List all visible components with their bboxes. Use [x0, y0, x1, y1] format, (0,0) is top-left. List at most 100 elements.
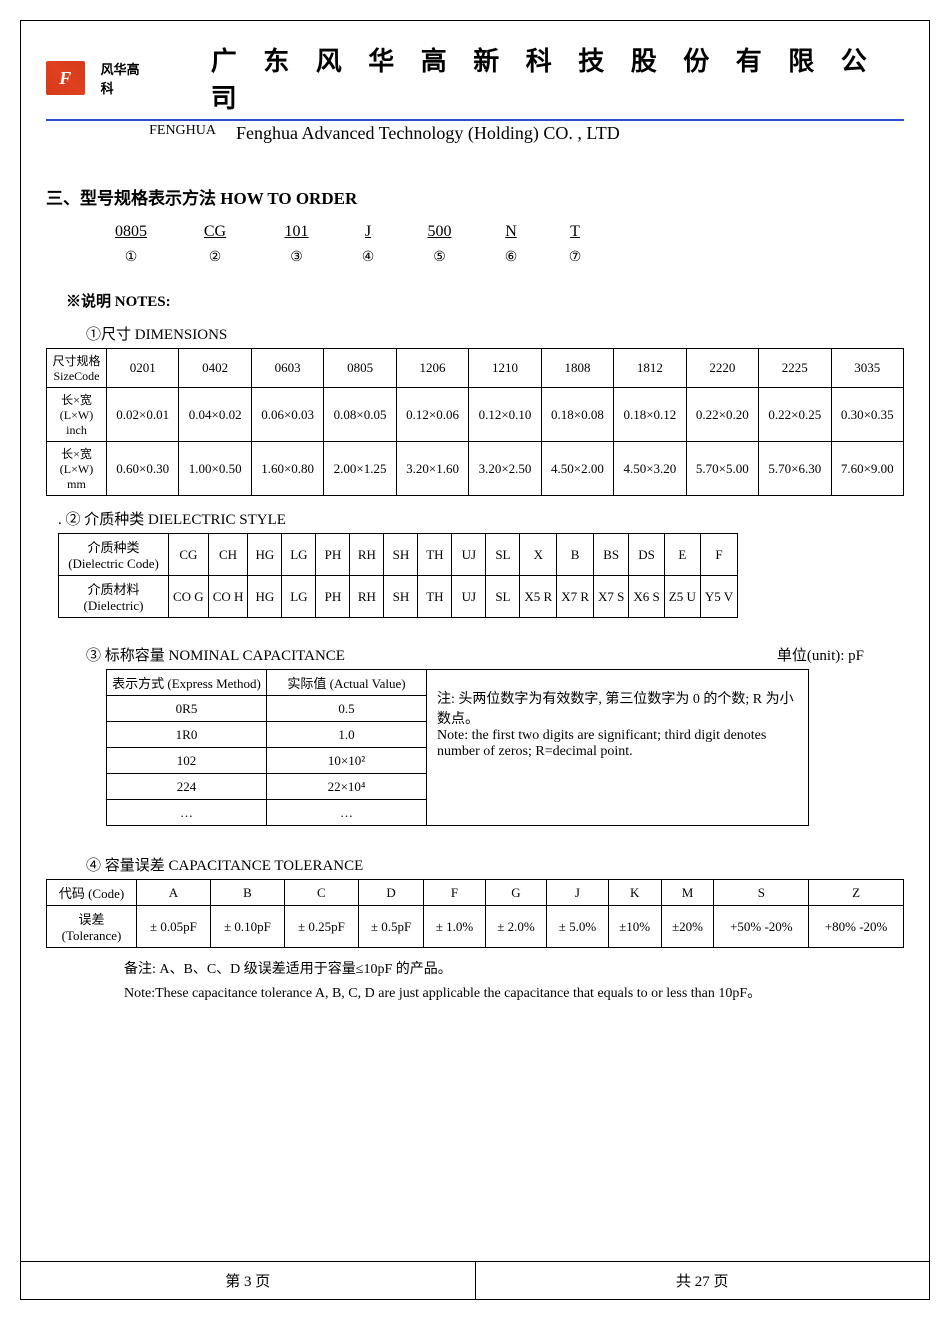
table-cell: Y5 V: [700, 576, 737, 618]
table-cell: 224: [107, 774, 267, 800]
table-cell: 0.22×0.25: [759, 388, 831, 442]
table-cell: ± 5.0%: [547, 906, 609, 948]
table-cell: +50% -20%: [714, 906, 809, 948]
cap-note: 注: 头两位数字为有效数字, 第三位数字为 0 的个数; R 为小数点。 Not…: [427, 669, 809, 826]
table-cell: UJ: [452, 534, 486, 576]
table-cell: PH: [316, 534, 350, 576]
table-cell: 2225: [759, 349, 831, 388]
order-code-seg: 0805: [101, 223, 161, 241]
table-cell: 4.50×3.20: [614, 442, 686, 496]
table-cell: 0.22×0.20: [686, 388, 758, 442]
table-cell: 0.18×0.12: [614, 388, 686, 442]
table-cell: SL: [486, 576, 520, 618]
table-cell: 0201: [107, 349, 179, 388]
table-cell: SH: [384, 534, 418, 576]
table-cell: 2220: [686, 349, 758, 388]
table-cell: 1.0: [267, 722, 427, 748]
cap-label: ③ 标称容量 NOMINAL CAPACITANCE: [86, 644, 345, 665]
pager-right: 共 27 页: [476, 1262, 930, 1299]
table-cell: 3.20×2.50: [469, 442, 541, 496]
table-cell: ± 0.25pF: [284, 906, 358, 948]
table-cell: X7 S: [594, 576, 629, 618]
table-cell: ±10%: [608, 906, 661, 948]
table-cell: CO G: [169, 576, 209, 618]
table-cell: X6 S: [629, 576, 664, 618]
table-cell: …: [267, 800, 427, 826]
table-cell: 4.50×2.00: [541, 442, 613, 496]
table-cell: 0.60×0.30: [107, 442, 179, 496]
logo: F: [46, 61, 85, 95]
table-cell: 0.02×0.01: [107, 388, 179, 442]
pager-left: 第 3 页: [21, 1262, 476, 1299]
table-cell: 0.04×0.02: [179, 388, 251, 442]
table-cell: 22×10⁴: [267, 774, 427, 800]
table-cell: 介质材料 (Dielectric): [59, 576, 169, 618]
table-cell: ± 0.5pF: [358, 906, 423, 948]
table-cell: RH: [350, 576, 384, 618]
table-cell: F: [700, 534, 737, 576]
table-cell: 3035: [831, 349, 903, 388]
fenghua-en: FENGHUA: [46, 123, 236, 144]
table-cell: SH: [384, 576, 418, 618]
table-cell: 尺寸规格 SizeCode: [47, 349, 107, 388]
table-cell: 0603: [251, 349, 323, 388]
cap-header-row: ③ 标称容量 NOMINAL CAPACITANCE 单位(unit): pF: [86, 644, 864, 665]
table-cell: K: [608, 880, 661, 906]
table-cell: 7.60×9.00: [831, 442, 903, 496]
table-cell: CG: [169, 534, 209, 576]
table-cell: SL: [486, 534, 520, 576]
table-cell: B: [210, 880, 284, 906]
table-cell: TH: [418, 534, 452, 576]
table-cell: 0.06×0.03: [251, 388, 323, 442]
table-cell: 长×宽 (L×W) mm: [47, 442, 107, 496]
table-cell: Z: [809, 880, 904, 906]
table-cell: 1808: [541, 349, 613, 388]
table-cell: 代码 (Code): [47, 880, 137, 906]
table-cell: ± 1.0%: [424, 906, 486, 948]
table-cell: 0.18×0.08: [541, 388, 613, 442]
order-code-seg: J: [348, 223, 388, 241]
tol-label: ④ 容量误差 CAPACITANCE TOLERANCE: [86, 854, 904, 875]
table-cell: BS: [594, 534, 629, 576]
order-code-seg: 101: [269, 223, 324, 241]
dimensions-table: 尺寸规格 SizeCode020104020603080512061210180…: [46, 348, 904, 496]
diel-label: . ② 介质种类 DIELECTRIC STYLE: [58, 508, 904, 529]
table-cell: 0.30×0.35: [831, 388, 903, 442]
table-cell: J: [547, 880, 609, 906]
table-cell: E: [664, 534, 700, 576]
cap-flex: 表示方式 (Express Method)实际值 (Actual Value)0…: [106, 669, 904, 826]
order-code-seg: 500: [412, 223, 467, 241]
table-cell: HG: [248, 534, 282, 576]
table-cell: 1812: [614, 349, 686, 388]
cap-note-cn: 注: 头两位数字为有效数字, 第三位数字为 0 的个数; R 为小数点。: [437, 688, 798, 728]
table-cell: F: [424, 880, 486, 906]
table-cell: PH: [316, 576, 350, 618]
order-code-num: ⑥: [491, 249, 531, 266]
table-cell: 5.70×5.00: [686, 442, 758, 496]
table-cell: X5 R: [520, 576, 557, 618]
company-cn: 广 东 风 华 高 新 科 技 股 份 有 限 公 司: [211, 41, 904, 115]
table-cell: 0R5: [107, 696, 267, 722]
order-code-num: ⑤: [412, 249, 467, 266]
table-cell: X7 R: [557, 576, 594, 618]
table-cell: LG: [282, 576, 316, 618]
dim-label: ①尺寸 DIMENSIONS: [86, 323, 904, 344]
order-codes: 0805CG101J500NT: [101, 223, 904, 241]
tolerance-table: 代码 (Code)ABCDFGJKMSZ误差 (Tolerance)± 0.05…: [46, 879, 904, 948]
table-cell: 实际值 (Actual Value): [267, 670, 427, 696]
table-cell: HG: [248, 576, 282, 618]
order-code-num: ①: [101, 249, 161, 266]
table-cell: 1.60×0.80: [251, 442, 323, 496]
table-cell: 1206: [396, 349, 468, 388]
table-cell: 5.70×6.30: [759, 442, 831, 496]
table-cell: A: [137, 880, 211, 906]
tol-note-en: Note:These capacitance tolerance A, B, C…: [124, 982, 904, 1002]
order-code-num: ⑦: [555, 249, 595, 266]
table-cell: ± 0.05pF: [137, 906, 211, 948]
order-code-num: ③: [269, 249, 324, 266]
table-cell: 1210: [469, 349, 541, 388]
table-cell: M: [661, 880, 714, 906]
page-frame: F 风华高科 广 东 风 华 高 新 科 技 股 份 有 限 公 司 FENGH…: [20, 20, 930, 1300]
table-cell: +80% -20%: [809, 906, 904, 948]
table-cell: S: [714, 880, 809, 906]
